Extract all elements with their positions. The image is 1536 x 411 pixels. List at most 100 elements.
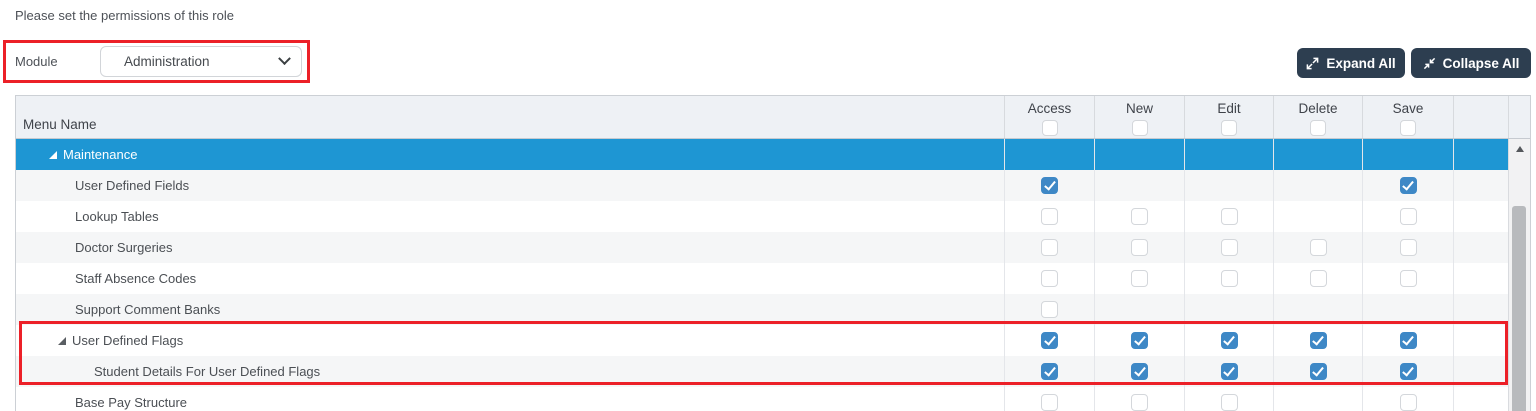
permission-cell [1094, 170, 1184, 201]
permission-checkbox[interactable] [1220, 332, 1238, 349]
row-label: Student Details For User Defined Flags [94, 364, 321, 379]
permission-cell [1362, 356, 1453, 387]
row-name-cell[interactable]: Maintenance [16, 139, 1004, 170]
permission-checkbox[interactable] [1399, 332, 1417, 349]
row-name-cell[interactable]: Base Pay Structure [16, 387, 1004, 411]
table-row[interactable]: Student Details For User Defined Flags [16, 356, 1530, 387]
row-name-cell[interactable]: Lookup Tables [16, 201, 1004, 232]
permission-cell [1004, 263, 1094, 294]
permission-checkbox[interactable] [1131, 363, 1148, 380]
permission-cell [1273, 170, 1362, 201]
row-filler [1453, 294, 1530, 325]
module-select-value: Administration [124, 54, 210, 69]
permission-checkbox[interactable] [1041, 394, 1058, 411]
permission-cell [1362, 170, 1453, 201]
permission-checkbox[interactable] [1041, 332, 1058, 349]
permission-cell [1004, 356, 1094, 387]
column-header-access: Access [1004, 96, 1094, 138]
permission-checkbox[interactable] [1041, 301, 1058, 318]
row-label: Staff Absence Codes [75, 271, 197, 286]
permission-checkbox[interactable] [1309, 332, 1327, 349]
header-checkbox[interactable] [1041, 119, 1058, 136]
permission-cell [1184, 263, 1273, 294]
permission-checkbox[interactable] [1220, 208, 1238, 225]
column-header-save: Save [1362, 96, 1453, 138]
permission-checkbox[interactable] [1041, 208, 1058, 225]
row-label: Support Comment Banks [75, 302, 221, 317]
table-row[interactable]: Base Pay Structure [16, 387, 1530, 411]
permission-cell [1094, 201, 1184, 232]
row-name-cell[interactable]: User Defined Flags [16, 325, 1004, 356]
table-row[interactable]: Support Comment Banks [16, 294, 1530, 325]
permission-checkbox[interactable] [1220, 394, 1238, 411]
column-header-label: Delete [1298, 100, 1338, 116]
permission-checkbox[interactable] [1309, 270, 1327, 287]
permission-checkbox[interactable] [1041, 177, 1058, 194]
permission-cell [1094, 263, 1184, 294]
header-checkbox[interactable] [1221, 119, 1237, 136]
row-name-cell[interactable]: Support Comment Banks [16, 294, 1004, 325]
table-row[interactable]: User Defined Fields [16, 170, 1530, 201]
collapse-arrow-icon[interactable] [58, 336, 66, 345]
permission-cell [1094, 294, 1184, 325]
row-filler [1453, 387, 1530, 411]
scroll-up-button[interactable] [1509, 139, 1530, 159]
column-header-edit: Edit [1184, 96, 1273, 138]
permission-checkbox[interactable] [1220, 270, 1238, 287]
column-header-delete: Delete [1273, 96, 1362, 138]
permission-cell [1004, 325, 1094, 356]
header-scroll-corner [1508, 96, 1530, 138]
header-checkbox[interactable] [1400, 119, 1416, 136]
permission-checkbox[interactable] [1399, 394, 1417, 411]
module-select[interactable]: Administration [100, 46, 302, 77]
permission-cell [1094, 139, 1184, 170]
permission-checkbox[interactable] [1041, 270, 1058, 287]
permission-checkbox[interactable] [1399, 208, 1417, 225]
permission-checkbox[interactable] [1309, 363, 1327, 380]
scroll-thumb[interactable] [1512, 206, 1526, 411]
permission-checkbox[interactable] [1399, 270, 1417, 287]
expand-all-button[interactable]: Expand All [1297, 48, 1405, 78]
column-header-label: Access [1027, 100, 1072, 116]
permission-checkbox[interactable] [1220, 239, 1238, 256]
permission-checkbox[interactable] [1220, 363, 1238, 380]
table-row[interactable]: User Defined Flags [16, 325, 1530, 356]
expand-icon [1306, 57, 1319, 70]
collapse-all-button[interactable]: Collapse All [1411, 48, 1531, 78]
row-name-cell[interactable]: Doctor Surgeries [16, 232, 1004, 263]
header-checkbox[interactable] [1310, 119, 1326, 136]
permission-cell [1094, 356, 1184, 387]
permission-checkbox[interactable] [1131, 239, 1148, 256]
column-header-new: New [1094, 96, 1184, 138]
permission-cell [1184, 325, 1273, 356]
permission-cell [1273, 325, 1362, 356]
module-label: Module [15, 54, 58, 69]
permission-checkbox[interactable] [1131, 208, 1148, 225]
row-name-cell[interactable]: Student Details For User Defined Flags [16, 356, 1004, 387]
header-filler [1453, 96, 1508, 138]
permission-cell [1004, 170, 1094, 201]
permission-checkbox[interactable] [1131, 270, 1148, 287]
permission-checkbox[interactable] [1131, 332, 1148, 349]
table-row[interactable]: Maintenance [16, 139, 1530, 170]
row-name-cell[interactable]: User Defined Fields [16, 170, 1004, 201]
table-row[interactable]: Doctor Surgeries [16, 232, 1530, 263]
vertical-scrollbar[interactable] [1508, 139, 1530, 411]
permission-checkbox[interactable] [1041, 239, 1058, 256]
permission-checkbox[interactable] [1131, 394, 1148, 411]
table-row[interactable]: Lookup Tables [16, 201, 1530, 232]
permission-checkbox[interactable] [1041, 363, 1058, 380]
permission-checkbox[interactable] [1399, 239, 1417, 256]
header-checkbox[interactable] [1131, 119, 1148, 136]
permission-cell [1004, 387, 1094, 411]
permission-checkbox[interactable] [1399, 363, 1417, 380]
row-label: Maintenance [63, 147, 138, 162]
permission-cell [1273, 294, 1362, 325]
table-row[interactable]: Staff Absence Codes [16, 263, 1530, 294]
permission-cell [1273, 232, 1362, 263]
permission-cell [1184, 139, 1273, 170]
collapse-arrow-icon[interactable] [49, 150, 57, 159]
row-name-cell[interactable]: Staff Absence Codes [16, 263, 1004, 294]
permission-checkbox[interactable] [1309, 239, 1327, 256]
permission-checkbox[interactable] [1399, 177, 1417, 194]
